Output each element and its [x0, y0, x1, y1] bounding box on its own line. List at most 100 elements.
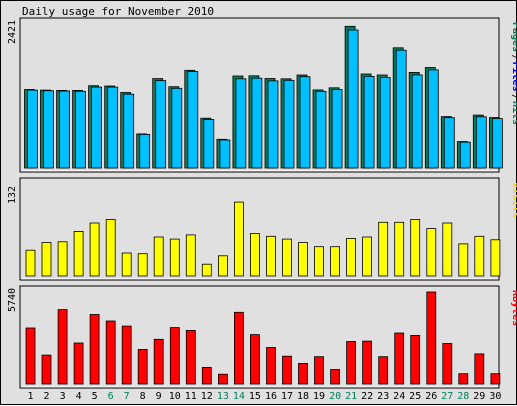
hits-panel-bar-files-14 — [235, 78, 247, 169]
hits-panel-legend-sep: / — [510, 94, 517, 100]
day-label-8: 8 — [140, 391, 146, 402]
visits-panel-bar-visits-13 — [217, 255, 228, 277]
chart-title: Daily usage for November 2010 — [22, 5, 214, 18]
day-label-27: 27 — [441, 391, 453, 402]
hits-panel-bar-files-4 — [75, 90, 86, 169]
day-label-24: 24 — [393, 391, 405, 402]
hits-panel-bar-files-21 — [347, 29, 359, 169]
kbytes-panel-bar-kbytes-23 — [378, 356, 389, 385]
visits-panel-bar-visits-7 — [121, 252, 132, 277]
kbytes-panel-bar-kbytes-25 — [410, 334, 421, 385]
visits-panel-bar-visits-27 — [442, 222, 453, 277]
kbytes-panel-bar-kbytes-20 — [330, 369, 341, 385]
day-label-15: 15 — [249, 391, 261, 402]
visits-panel-bar-visits-24 — [394, 221, 405, 277]
hits-panel-bar-files-5 — [91, 86, 102, 169]
hits-panel-legend-hits: Hits — [510, 101, 517, 125]
hits-panel-bar-files-1 — [27, 89, 38, 169]
hits-panel-bar-files-18 — [299, 76, 311, 169]
kbytes-panel-bar-kbytes-3 — [57, 309, 68, 385]
visits-panel-bar-visits-22 — [362, 236, 373, 277]
hits-panel-max-label: 2421 — [7, 20, 18, 44]
hits-panel-bar-files-12 — [203, 119, 215, 169]
hits-panel-bar-files-11 — [187, 71, 199, 169]
visits-panel-legend-visits: Visits — [510, 182, 517, 218]
day-label-10: 10 — [169, 391, 181, 402]
kbytes-panel-bar-kbytes-16 — [266, 347, 276, 385]
visits-panel-bar-visits-23 — [378, 221, 389, 277]
kbytes-panel-bar-kbytes-12 — [201, 366, 212, 385]
hits-panel-bar-files-7 — [123, 93, 135, 169]
kbytes-panel-bar-kbytes-15 — [249, 334, 260, 385]
day-label-16: 16 — [265, 391, 277, 402]
day-label-5: 5 — [92, 391, 98, 402]
day-label-2: 2 — [43, 391, 49, 402]
visits-panel-bar-visits-10 — [169, 238, 180, 277]
hits-panel-bar-files-8 — [139, 133, 151, 169]
kbytes-panel-bar-kbytes-10 — [169, 327, 180, 385]
day-label-1: 1 — [27, 391, 33, 402]
visits-panel-bar-visits-17 — [282, 238, 292, 277]
visits-panel-bar-visits-12 — [201, 263, 212, 277]
hits-panel-bar-files-19 — [315, 90, 327, 169]
visits-panel-bar-visits-19 — [314, 246, 324, 277]
kbytes-panel-bar-kbytes-30 — [490, 373, 501, 385]
day-label-4: 4 — [76, 391, 82, 402]
day-label-26: 26 — [425, 391, 437, 402]
hits-panel-bar-files-29 — [475, 116, 487, 169]
visits-panel-bar-visits-4 — [73, 230, 84, 277]
hits-panel-bar-files-9 — [155, 80, 167, 169]
kbytes-panel-bar-kbytes-4 — [73, 342, 84, 385]
hits-panel-bar-files-20 — [331, 89, 343, 169]
kbytes-panel-bar-kbytes-28 — [458, 373, 469, 385]
visits-panel-bar-visits-2 — [41, 242, 52, 277]
hits-panel-bar-files-16 — [267, 80, 279, 169]
visits-panel-bar-visits-16 — [266, 235, 276, 277]
day-label-28: 28 — [457, 391, 469, 402]
hits-panel-bar-files-23 — [379, 77, 391, 169]
hits-panel-bar-files-15 — [251, 77, 263, 169]
hits-panel-bar-files-25 — [411, 74, 423, 169]
kbytes-panel-legend-kbytes: KBytes — [510, 290, 517, 326]
hits-panel-bar-files-28 — [459, 141, 471, 169]
visits-panel-bar-visits-6 — [105, 219, 116, 277]
kbytes-panel-bar-kbytes-17 — [282, 355, 292, 385]
kbytes-panel-bar-kbytes-8 — [137, 348, 148, 385]
kbytes-panel-bar-kbytes-26 — [426, 291, 437, 385]
day-label-3: 3 — [60, 391, 66, 402]
hits-panel-legend-pages: Pages — [510, 22, 517, 52]
kbytes-panel-bar-kbytes-5 — [89, 314, 100, 385]
day-label-17: 17 — [281, 391, 293, 402]
visits-panel-bar-visits-28 — [458, 243, 469, 277]
kbytes-panel-bar-kbytes-2 — [41, 354, 52, 385]
kbytes-panel-bar-kbytes-19 — [314, 356, 324, 385]
hits-panel-legend-sep: / — [510, 55, 517, 61]
hits-panel-bar-files-3 — [59, 90, 70, 169]
kbytes-panel-bar-kbytes-6 — [105, 320, 116, 385]
kbytes-panel-bar-kbytes-29 — [474, 353, 485, 385]
visits-panel-bar-visits-29 — [474, 235, 485, 277]
day-label-11: 11 — [185, 391, 197, 402]
kbytes-panel-bar-kbytes-22 — [362, 340, 373, 385]
hits-panel-bar-files-6 — [107, 86, 119, 169]
visits-panel-bar-visits-5 — [89, 222, 100, 277]
hits-panel-bar-files-30 — [491, 118, 503, 169]
visits-panel-bar-visits-25 — [410, 219, 421, 277]
day-label-13: 13 — [217, 391, 229, 402]
hits-panel-legend-files: Files — [510, 62, 517, 92]
day-label-6: 6 — [108, 391, 114, 402]
visits-panel-bar-visits-9 — [153, 236, 164, 277]
visits-panel-max-label: 132 — [7, 186, 18, 204]
visits-panel-bar-visits-20 — [330, 246, 341, 277]
day-label-25: 25 — [409, 391, 421, 402]
visits-panel-bar-visits-1 — [25, 249, 36, 277]
kbytes-panel-bar-kbytes-18 — [298, 362, 308, 385]
hits-panel-bar-files-24 — [395, 49, 407, 169]
kbytes-panel-bar-kbytes-14 — [233, 311, 244, 385]
kbytes-panel-bar-kbytes-27 — [442, 343, 453, 385]
day-label-12: 12 — [201, 391, 213, 402]
day-label-30: 30 — [489, 391, 501, 402]
visits-panel-bar-visits-8 — [137, 253, 148, 277]
